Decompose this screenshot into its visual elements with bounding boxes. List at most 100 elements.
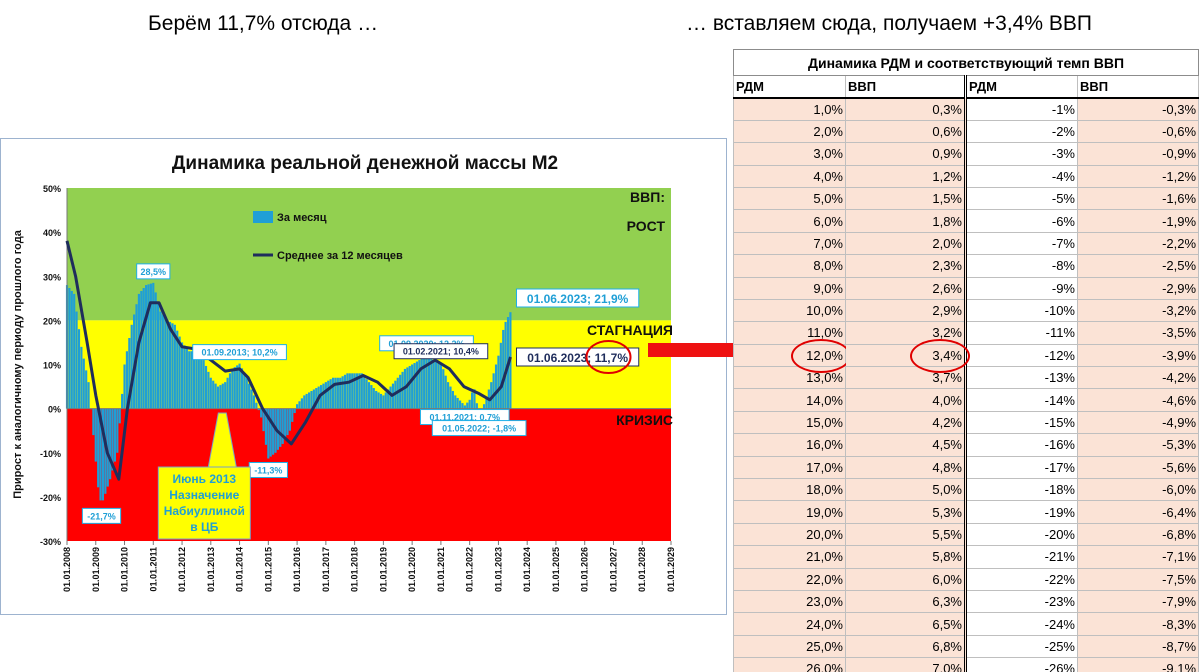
table-header-rdm-neg: РДМ [964, 74, 1078, 99]
month-bar [113, 408, 117, 462]
month-bar [346, 373, 349, 409]
zone-label-growth: РОСТ [627, 218, 666, 234]
month-bar [343, 374, 347, 409]
month-bar [456, 397, 459, 409]
gdp-neg-cell: -8,3% [1076, 612, 1200, 636]
month-bar [130, 324, 133, 409]
month-bar [209, 377, 212, 409]
rdm-neg-cell: -12% [964, 343, 1078, 368]
table-row: 21,0% 5,8% -21% -7,1% [733, 545, 1200, 569]
rdm-neg-cell: -6% [964, 209, 1078, 233]
month-bar [351, 373, 354, 409]
gdp-neg-cell: -3,9% [1076, 343, 1200, 368]
month-bar [80, 346, 83, 409]
callout-line: Июнь 2013 [173, 472, 237, 486]
rdm-neg-cell: -20% [964, 522, 1078, 547]
rdm-cell: 2,0% [733, 119, 846, 144]
month-bar [468, 399, 471, 409]
month-bar [248, 383, 251, 409]
month-bar [207, 371, 210, 409]
month-bar [111, 408, 114, 471]
month-bar [183, 345, 186, 409]
month-bar [372, 388, 375, 409]
month-bar [94, 408, 97, 462]
chart-legend: За месяц Среднее за 12 месяцев [253, 211, 403, 262]
month-bar [312, 389, 315, 409]
x-tick-label: 01.01.2009 [91, 547, 101, 592]
month-bar [284, 408, 287, 440]
rdm-cell: 25,0% [733, 634, 846, 659]
month-bar [377, 392, 380, 409]
month-bar [432, 360, 435, 409]
month-bar [454, 395, 457, 409]
rdm-cell: 17,0% [733, 455, 846, 480]
month-bar [502, 329, 505, 409]
y-tick-label: 40% [43, 228, 61, 238]
month-bar [382, 395, 385, 409]
x-tick-label: 01.01.2017 [321, 547, 331, 592]
gdp-cell: 6,8% [845, 634, 966, 659]
rdm-cell: 12,0% [733, 338, 851, 373]
month-bar [166, 320, 169, 409]
month-bar [423, 356, 426, 409]
month-bar [85, 370, 88, 409]
gdp-neg-cell: -7,9% [1076, 589, 1200, 614]
month-bar [125, 351, 128, 409]
month-bar [444, 375, 447, 409]
rdm-neg-cell: -23% [964, 589, 1078, 614]
x-tick-label: 01.01.2029 [666, 547, 676, 592]
gdp-cell: 4,2% [845, 410, 966, 435]
month-bar [470, 392, 474, 409]
rdm-neg-cell: -24% [964, 612, 1078, 636]
zone-band [67, 408, 671, 541]
rdm-cell: 5,0% [733, 186, 846, 211]
gdp-neg-cell: -0,3% [1076, 97, 1200, 121]
nabiullina-callout: Июнь 2013 Назначение Набиуллиной в ЦБ [157, 412, 251, 540]
month-bar [430, 358, 433, 409]
month-bar [485, 396, 488, 409]
month-bar [121, 393, 124, 409]
gdp-cell: 2,0% [845, 231, 966, 256]
month-bar [200, 357, 203, 409]
rdm-cell: 22,0% [733, 567, 846, 591]
table-row: 1,0% 0,3% -1% -0,3% [733, 97, 1200, 121]
month-bar [118, 408, 121, 424]
month-bar [147, 284, 150, 409]
month-bar [192, 351, 196, 409]
gdp-cell: 3,4% [845, 338, 970, 373]
month-bar [425, 354, 428, 409]
month-bar [310, 390, 313, 409]
rdm-cell: 3,0% [733, 142, 846, 166]
callout-line: в ЦБ [190, 520, 218, 534]
gdp-cell: 4,8% [845, 455, 966, 480]
month-bar [437, 361, 440, 409]
month-bar [334, 377, 337, 409]
month-bar [161, 314, 164, 409]
month-bar [68, 288, 71, 409]
month-bar [70, 290, 73, 409]
m2-chart-svg: Динамика реальной денежной массы М2 Прир… [12, 153, 676, 592]
rdm-gdp-table: Динамика РДМ и соответствующий темп ВВП … [732, 49, 1200, 672]
rdm-neg-cell: -18% [964, 478, 1078, 502]
rdm-cell: 11,0% [733, 321, 846, 345]
rdm-cell: 4,0% [733, 164, 846, 188]
y-tick-label: -10% [40, 449, 61, 459]
x-tick-label: 01.01.2027 [608, 547, 618, 592]
month-bar [264, 408, 268, 445]
month-bar [272, 408, 275, 455]
month-bar [504, 321, 507, 409]
gdp-cell: 0,3% [845, 97, 966, 121]
gdp-cell: 0,9% [845, 142, 966, 166]
month-bar [288, 408, 291, 431]
month-bar [128, 338, 131, 409]
rdm-neg-cell: -10% [964, 298, 1078, 323]
x-tick-label: 01.01.2028 [637, 547, 647, 592]
month-bar [176, 330, 179, 409]
rdm-neg-cell: -15% [964, 410, 1078, 435]
rdm-neg-cell: -17% [964, 455, 1078, 480]
month-bar [389, 386, 392, 409]
month-bar [459, 400, 462, 409]
y-tick-label: 30% [43, 272, 61, 282]
month-bar [303, 395, 306, 409]
rdm-neg-cell: -1% [964, 97, 1078, 121]
